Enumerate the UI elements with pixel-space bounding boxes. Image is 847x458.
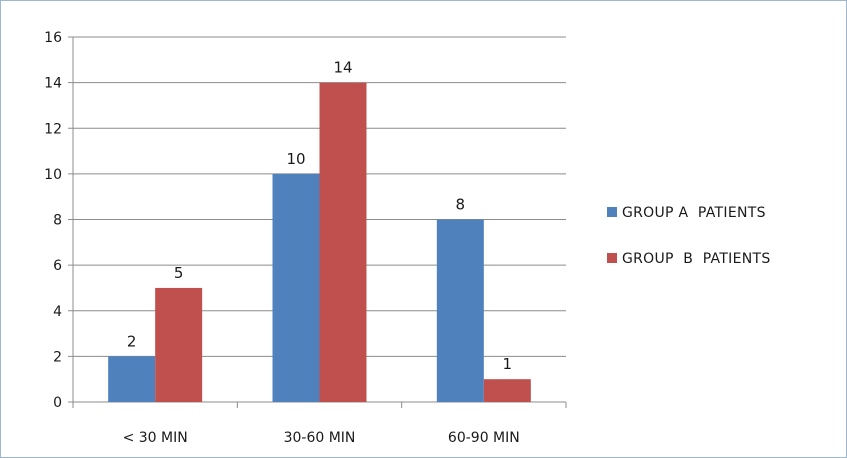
legend-label-1: GROUP A PATIENTS <box>622 205 766 221</box>
bar-series2-1 <box>155 287 203 402</box>
y-tick-labels: 0 2 4 6 8 10 12 14 16 <box>44 30 62 411</box>
data-label-series1-3: 8 <box>456 196 466 214</box>
bar-series2-3 <box>483 379 531 402</box>
legend-swatch-2 <box>607 253 617 263</box>
data-label-series1-2: 10 <box>286 150 305 168</box>
y-tick-label: 16 <box>44 30 62 46</box>
y-tick-label: 12 <box>44 121 62 137</box>
x-tick-labels: < 30 MIN 30-60 MIN 60-90 MIN <box>123 430 520 446</box>
legend: GROUP A PATIENTS GROUP B PATIENTS <box>607 205 771 267</box>
x-tick-label: 30-60 MIN <box>284 430 356 446</box>
data-label-series2-3: 1 <box>503 355 513 373</box>
legend-label-2: GROUP B PATIENTS <box>622 251 771 267</box>
x-tick-label: < 30 MIN <box>123 430 188 446</box>
data-labels: 2 5 10 14 8 1 <box>127 59 512 374</box>
bar-series1-1 <box>108 356 156 402</box>
y-tick-label: 2 <box>53 349 62 365</box>
y-tick-label: 4 <box>53 304 62 320</box>
bar-series1-3 <box>436 219 484 402</box>
legend-swatch-1 <box>607 207 617 217</box>
x-tick-label: 60-90 MIN <box>448 430 520 446</box>
bar-series2-2 <box>319 82 367 402</box>
y-tick-label: 0 <box>53 395 62 411</box>
bars <box>108 82 531 402</box>
y-tick-label: 6 <box>53 258 62 274</box>
y-tick-label: 8 <box>53 213 62 229</box>
y-tick-label: 14 <box>44 76 62 92</box>
y-tick-label: 10 <box>44 167 62 183</box>
data-label-series2-2: 14 <box>333 59 352 77</box>
bar-series1-2 <box>272 173 320 402</box>
data-label-series1-1: 2 <box>127 332 137 350</box>
data-label-series2-1: 5 <box>174 264 184 282</box>
